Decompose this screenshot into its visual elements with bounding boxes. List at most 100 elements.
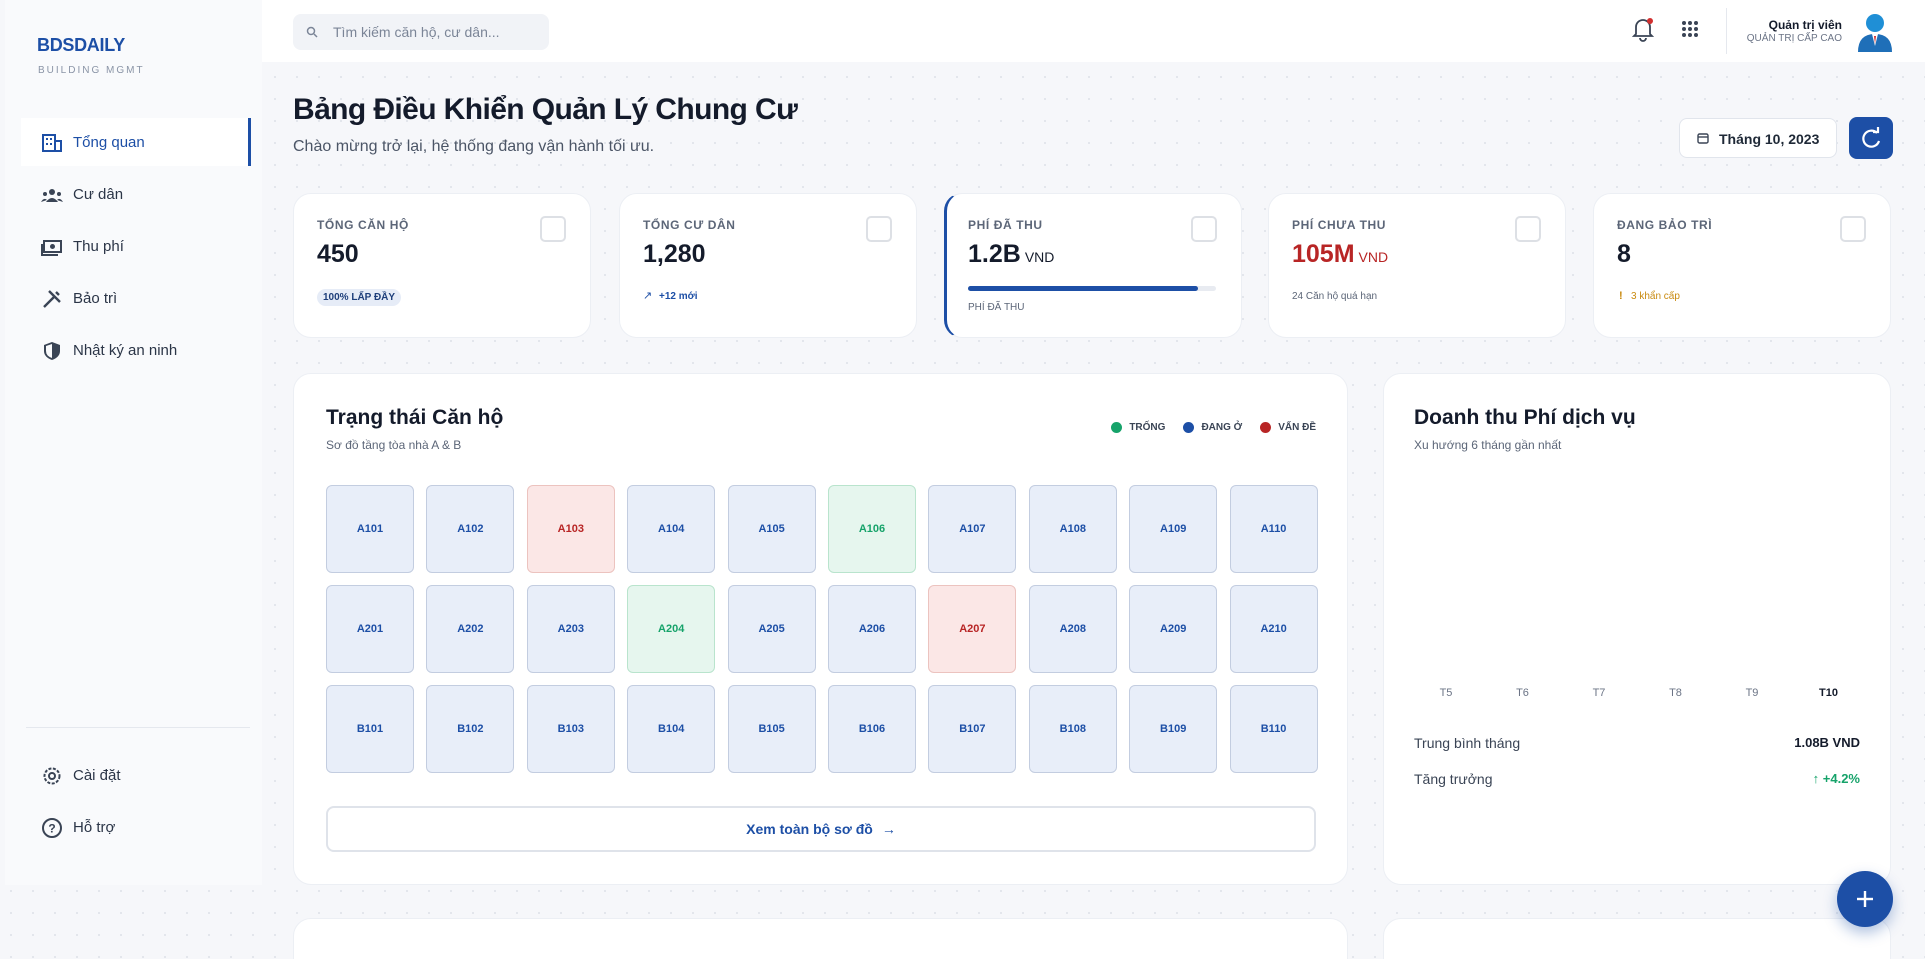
apartment-cell[interactable]: B101 xyxy=(326,685,414,773)
apartment-cell[interactable]: A103 xyxy=(526,485,615,573)
apartment-cell[interactable]: B103 xyxy=(526,685,615,773)
apps-icon[interactable] xyxy=(1681,20,1699,38)
apartment-cell[interactable]: B106 xyxy=(828,685,916,773)
apartment-cell[interactable]: A105 xyxy=(727,485,816,573)
apartment-cell[interactable]: B102 xyxy=(426,685,515,773)
month-label: T10 xyxy=(1819,687,1838,699)
apartment-cell[interactable]: B110 xyxy=(1229,685,1318,773)
refresh-button[interactable] xyxy=(1849,117,1893,159)
apartment-cell[interactable]: B108 xyxy=(1028,685,1117,773)
page-subtitle: Chào mừng trở lại, hệ thống đang vận hàn… xyxy=(293,138,655,155)
apartment-cell[interactable]: A109 xyxy=(1129,485,1218,573)
add-button[interactable] xyxy=(1837,871,1893,927)
apartment-cell[interactable]: A108 xyxy=(1028,485,1117,573)
svg-text:?: ? xyxy=(48,822,55,836)
stat-note: 3 khẩn cấp xyxy=(1631,291,1680,302)
nav-item[interactable]: Cài đặt xyxy=(21,751,251,799)
growth-label: Tăng trưởng xyxy=(1414,771,1493,787)
trend-icon: ↗ xyxy=(643,290,653,302)
apartment-cell[interactable]: A201 xyxy=(326,585,414,673)
stat-unit: VND xyxy=(1358,249,1389,265)
bell-icon[interactable] xyxy=(1632,16,1654,42)
nav-label: Nhật ký an ninh xyxy=(73,341,178,359)
panel-subtitle: Sơ đồ tầng tòa nhà A & B xyxy=(326,438,462,452)
apartment-cell[interactable]: A209 xyxy=(1129,585,1218,673)
nav-icon xyxy=(44,342,60,360)
search-box[interactable]: Tìm kiếm căn hộ, cư dân... xyxy=(293,14,549,50)
stat-label: PHÍ ĐÃ THU xyxy=(968,218,1043,232)
apartment-cell[interactable]: A208 xyxy=(1028,585,1117,673)
apartment-cell[interactable]: A203 xyxy=(526,585,615,673)
apartment-cell[interactable]: A207 xyxy=(928,585,1017,673)
stat-icon xyxy=(1191,216,1217,242)
apartment-cell[interactable]: A102 xyxy=(426,485,515,573)
brand: BDSDAILY xyxy=(37,35,125,55)
stat-label: TỔNG CĂN HỘ xyxy=(317,218,409,232)
legend-dot xyxy=(1111,422,1123,433)
avatar[interactable] xyxy=(1856,12,1894,52)
arrow-icon: → xyxy=(881,821,896,837)
nav-item[interactable]: Tổng quan xyxy=(21,118,251,166)
stat-unit: VND xyxy=(1024,249,1055,265)
bottom-panel xyxy=(1383,918,1891,959)
stat-icon xyxy=(866,216,892,242)
nav-icon xyxy=(43,767,61,785)
revenue-panel xyxy=(1383,373,1891,885)
stat-value: 450 xyxy=(317,240,359,269)
avg-value: 1.08B VND xyxy=(1794,735,1860,750)
legend-item: ĐANG Ở xyxy=(1183,422,1242,433)
nav-icon xyxy=(41,240,62,256)
search-icon xyxy=(306,26,318,38)
apartment-cell[interactable]: A204 xyxy=(627,585,716,673)
apartment-cell[interactable]: A110 xyxy=(1229,485,1318,573)
panel-subtitle: Xu hướng 6 tháng gần nhất xyxy=(1414,438,1562,452)
stat-number: 8 xyxy=(1617,240,1631,268)
apartment-cell[interactable]: A106 xyxy=(828,485,916,573)
apartment-cell[interactable]: B109 xyxy=(1129,685,1218,773)
stat-number: 1,280 xyxy=(643,240,706,268)
nav-item[interactable]: Hỗ trợ? xyxy=(21,803,251,851)
separator xyxy=(26,727,250,728)
nav-item[interactable]: Cư dân xyxy=(21,170,251,218)
apartment-cell[interactable]: A205 xyxy=(727,585,816,673)
view-all-button[interactable]: Xem toàn bộ sơ đồ → xyxy=(326,806,1316,852)
nav-item[interactable]: Bảo trì xyxy=(21,274,251,322)
view-all-label: Xem toàn bộ sơ đồ xyxy=(746,821,873,837)
growth-value: ↑ +4.2% xyxy=(1700,771,1860,786)
legend-dot xyxy=(1183,422,1195,433)
apartment-cell[interactable]: B104 xyxy=(627,685,716,773)
nav-icon: ? xyxy=(42,818,62,838)
legend: TRỐNG ĐANG Ở VẤN ĐỀ xyxy=(1111,422,1316,433)
apartment-cell[interactable]: A101 xyxy=(326,485,414,573)
legend-item: TRỐNG xyxy=(1111,422,1165,433)
page-title: Bảng Điều Khiển Quản Lý Chung Cư xyxy=(293,93,798,126)
nav-label: Thu phí xyxy=(73,237,124,255)
nav-icon xyxy=(42,134,62,152)
stat-icon xyxy=(1840,216,1866,242)
date-picker[interactable]: Tháng 10, 2023 xyxy=(1679,118,1837,158)
divider xyxy=(1726,8,1727,54)
apartment-cell[interactable]: A210 xyxy=(1229,585,1318,673)
apartment-cell[interactable]: A104 xyxy=(627,485,716,573)
apartment-cell[interactable]: A206 xyxy=(828,585,916,673)
nav-item[interactable]: Thu phí xyxy=(21,222,251,270)
legend-label: TRỐNG xyxy=(1129,422,1166,433)
up-arrow: ↑ xyxy=(1812,771,1823,786)
apartment-cell[interactable]: A107 xyxy=(928,485,1017,573)
sidebar: BDSDAILY BUILDING MGMT Tổng quan Cư dân Th… xyxy=(5,0,262,885)
stat-icon xyxy=(540,216,566,242)
month-label: T6 xyxy=(1516,687,1529,699)
stat-label: PHÍ CHƯA THU xyxy=(1292,218,1387,232)
stat-label: ĐANG BẢO TRÌ xyxy=(1617,218,1713,232)
nav-item[interactable]: Nhật ký an ninh xyxy=(21,326,251,374)
stat-value: 105M VND xyxy=(1292,240,1388,269)
apartment-cell[interactable]: B105 xyxy=(727,685,816,773)
brand-sub: BUILDING MGMT xyxy=(38,65,145,76)
apartment-cell[interactable]: A202 xyxy=(426,585,515,673)
nav-icon xyxy=(43,290,61,308)
month-label: T7 xyxy=(1592,687,1606,699)
apartment-cell[interactable]: B107 xyxy=(928,685,1017,773)
growth-text: +4.2% xyxy=(1822,771,1860,786)
stat-number: 1.2B xyxy=(968,240,1021,268)
